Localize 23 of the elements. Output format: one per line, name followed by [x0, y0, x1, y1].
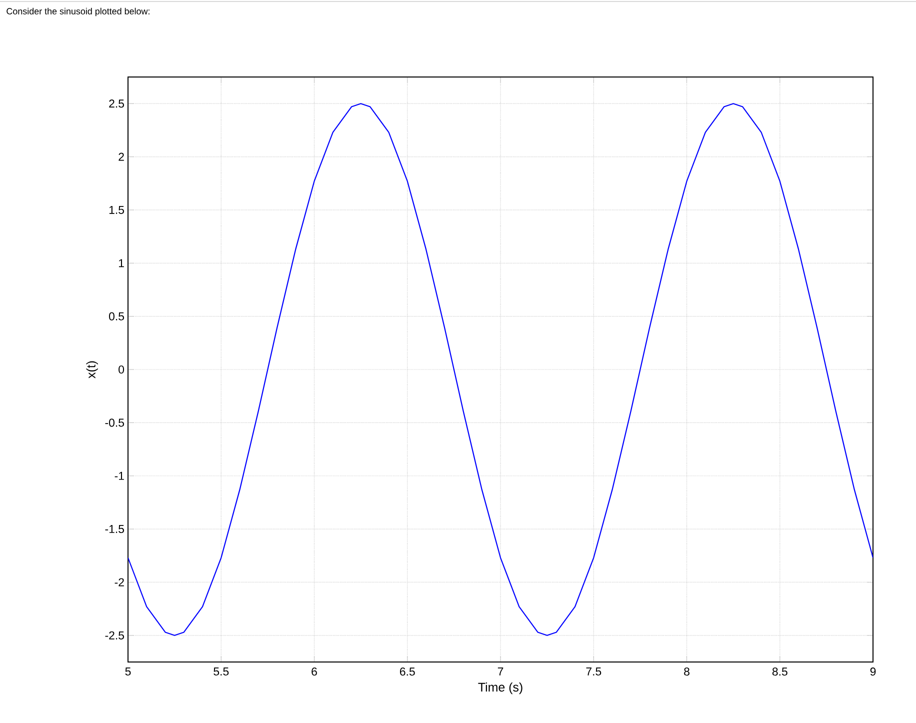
- x-tick-label: 6: [312, 668, 317, 676]
- y-tick-label: 0: [118, 365, 124, 374]
- y-tick-label: -1: [114, 472, 124, 480]
- x-tick-label: 7.5: [586, 668, 602, 676]
- x-tick-label: 5: [125, 668, 131, 676]
- x-tick-label: 9: [870, 668, 876, 676]
- x-tick-label: 8: [684, 668, 690, 676]
- x-axis-title: Time (s): [478, 682, 522, 694]
- x-tick-label: 6.5: [400, 668, 415, 676]
- y-tick-label: -2: [114, 578, 124, 586]
- y-tick-label: -0.5: [105, 418, 124, 427]
- y-tick-label: -2.5: [105, 631, 124, 640]
- y-tick-label: 1.5: [109, 206, 124, 214]
- x-tick-label: 7: [498, 668, 504, 676]
- chart-title: Consider the sinusoid plotted below:: [6, 8, 150, 16]
- x-tick-label: 5.5: [214, 668, 229, 676]
- y-tick-label: 0.5: [109, 312, 124, 320]
- y-tick-label: -1.5: [105, 525, 124, 534]
- x-tick-label: 8.5: [772, 668, 788, 676]
- y-axis-title: x(t): [86, 361, 98, 378]
- y-tick-label: 2: [118, 152, 124, 161]
- y-tick-label: 1: [118, 259, 124, 268]
- y-tick-label: 2.5: [109, 100, 124, 108]
